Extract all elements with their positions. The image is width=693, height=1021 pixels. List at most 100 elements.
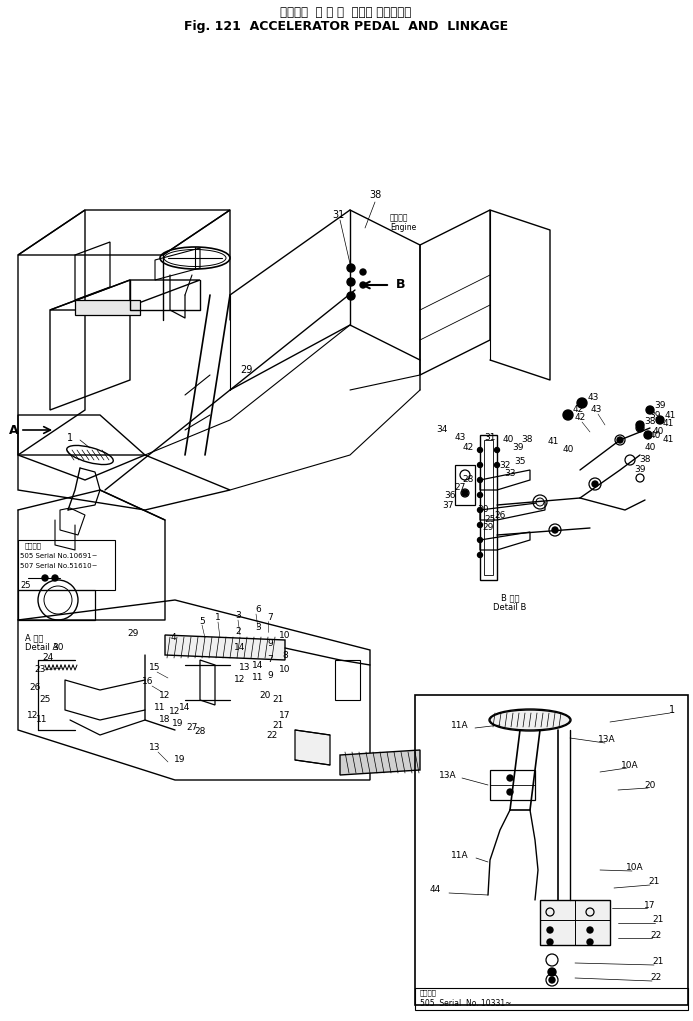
Text: 29: 29	[128, 630, 139, 638]
Text: 適用号機: 適用号機	[25, 543, 42, 549]
Circle shape	[477, 507, 482, 513]
Text: 39: 39	[634, 466, 646, 475]
Text: 17: 17	[279, 711, 291, 720]
Circle shape	[563, 410, 573, 420]
Circle shape	[52, 575, 58, 581]
Text: 6: 6	[255, 605, 261, 615]
Text: 40: 40	[562, 445, 574, 454]
Circle shape	[507, 789, 513, 795]
Text: エンジン: エンジン	[390, 213, 408, 223]
Text: Engine: Engine	[390, 224, 416, 233]
Text: 9: 9	[267, 671, 273, 680]
Circle shape	[547, 927, 553, 933]
Text: Detail B: Detail B	[493, 603, 527, 613]
Circle shape	[656, 416, 664, 424]
Circle shape	[347, 264, 355, 272]
Text: 13: 13	[239, 664, 251, 673]
Text: 25: 25	[484, 516, 495, 525]
Circle shape	[536, 498, 544, 506]
Circle shape	[636, 421, 644, 429]
Circle shape	[42, 575, 48, 581]
Text: 41: 41	[663, 420, 674, 429]
Text: 15: 15	[149, 664, 161, 673]
Text: 4: 4	[170, 633, 176, 642]
Circle shape	[547, 939, 553, 945]
Text: 12: 12	[159, 690, 170, 699]
Text: B 詳細: B 詳細	[501, 593, 519, 602]
Text: 40: 40	[652, 427, 664, 436]
Text: Fig. 121  ACCELERATOR PEDAL  AND  LINKAGE: Fig. 121 ACCELERATOR PEDAL AND LINKAGE	[184, 20, 508, 34]
Text: 22: 22	[266, 730, 278, 739]
Text: 41: 41	[663, 436, 674, 444]
Circle shape	[592, 481, 598, 487]
Text: 17: 17	[644, 901, 656, 910]
Text: 9: 9	[267, 638, 273, 647]
Circle shape	[477, 537, 482, 542]
Text: 13A: 13A	[598, 735, 616, 744]
Text: 12: 12	[169, 708, 181, 717]
Circle shape	[548, 968, 556, 976]
Text: 43: 43	[590, 405, 602, 415]
Text: 41: 41	[665, 411, 676, 421]
Text: 18: 18	[159, 716, 170, 725]
Circle shape	[460, 470, 470, 480]
Text: 25: 25	[40, 695, 51, 704]
Text: 8: 8	[282, 650, 288, 660]
Text: 29: 29	[482, 523, 493, 532]
Circle shape	[577, 398, 587, 408]
Ellipse shape	[490, 710, 570, 730]
Text: 11: 11	[36, 716, 48, 725]
Text: 23: 23	[35, 666, 46, 675]
Text: 20: 20	[644, 780, 656, 789]
Text: 1: 1	[669, 704, 675, 715]
Circle shape	[477, 523, 482, 528]
Circle shape	[477, 492, 482, 497]
Text: 19: 19	[174, 756, 186, 765]
Circle shape	[360, 282, 366, 288]
Circle shape	[552, 527, 558, 533]
Text: 12: 12	[27, 711, 39, 720]
Text: 32: 32	[500, 460, 511, 470]
Text: 30: 30	[52, 643, 64, 652]
Text: 21: 21	[272, 721, 283, 729]
Text: 2: 2	[235, 628, 240, 636]
Circle shape	[462, 490, 468, 496]
Text: 26: 26	[29, 683, 41, 692]
Text: 7: 7	[267, 655, 273, 665]
Text: 1: 1	[67, 433, 73, 443]
Bar	[18, 540, 115, 590]
Polygon shape	[75, 300, 140, 315]
Text: 505 Serial No.10691~: 505 Serial No.10691~	[20, 553, 98, 560]
Text: 27: 27	[455, 483, 466, 491]
Text: 42: 42	[572, 405, 584, 415]
Circle shape	[587, 927, 593, 933]
Circle shape	[507, 775, 513, 781]
Text: 3: 3	[255, 624, 261, 632]
Text: 5: 5	[199, 617, 205, 626]
Circle shape	[617, 437, 623, 443]
Text: 10: 10	[279, 632, 291, 640]
Text: 21: 21	[652, 958, 664, 967]
Bar	[415, 695, 688, 1005]
Text: 35: 35	[514, 457, 526, 467]
Polygon shape	[540, 900, 610, 945]
Circle shape	[495, 463, 500, 468]
Circle shape	[646, 406, 654, 414]
Polygon shape	[165, 635, 285, 660]
Text: 10A: 10A	[626, 864, 644, 873]
Text: 31: 31	[484, 433, 495, 441]
Text: 30: 30	[477, 505, 489, 515]
Text: 7: 7	[267, 613, 273, 622]
Circle shape	[477, 552, 482, 557]
Text: 11A: 11A	[451, 850, 468, 860]
Text: 39: 39	[649, 411, 660, 421]
Text: 44: 44	[430, 885, 441, 894]
Text: 38: 38	[644, 417, 656, 426]
Text: 22: 22	[650, 973, 662, 982]
Text: 36: 36	[444, 491, 456, 500]
Text: 507 Serial No.51610~: 507 Serial No.51610~	[20, 563, 98, 569]
Text: 12: 12	[234, 676, 246, 684]
Polygon shape	[340, 750, 420, 775]
Text: 38: 38	[639, 455, 651, 465]
Circle shape	[495, 447, 500, 452]
